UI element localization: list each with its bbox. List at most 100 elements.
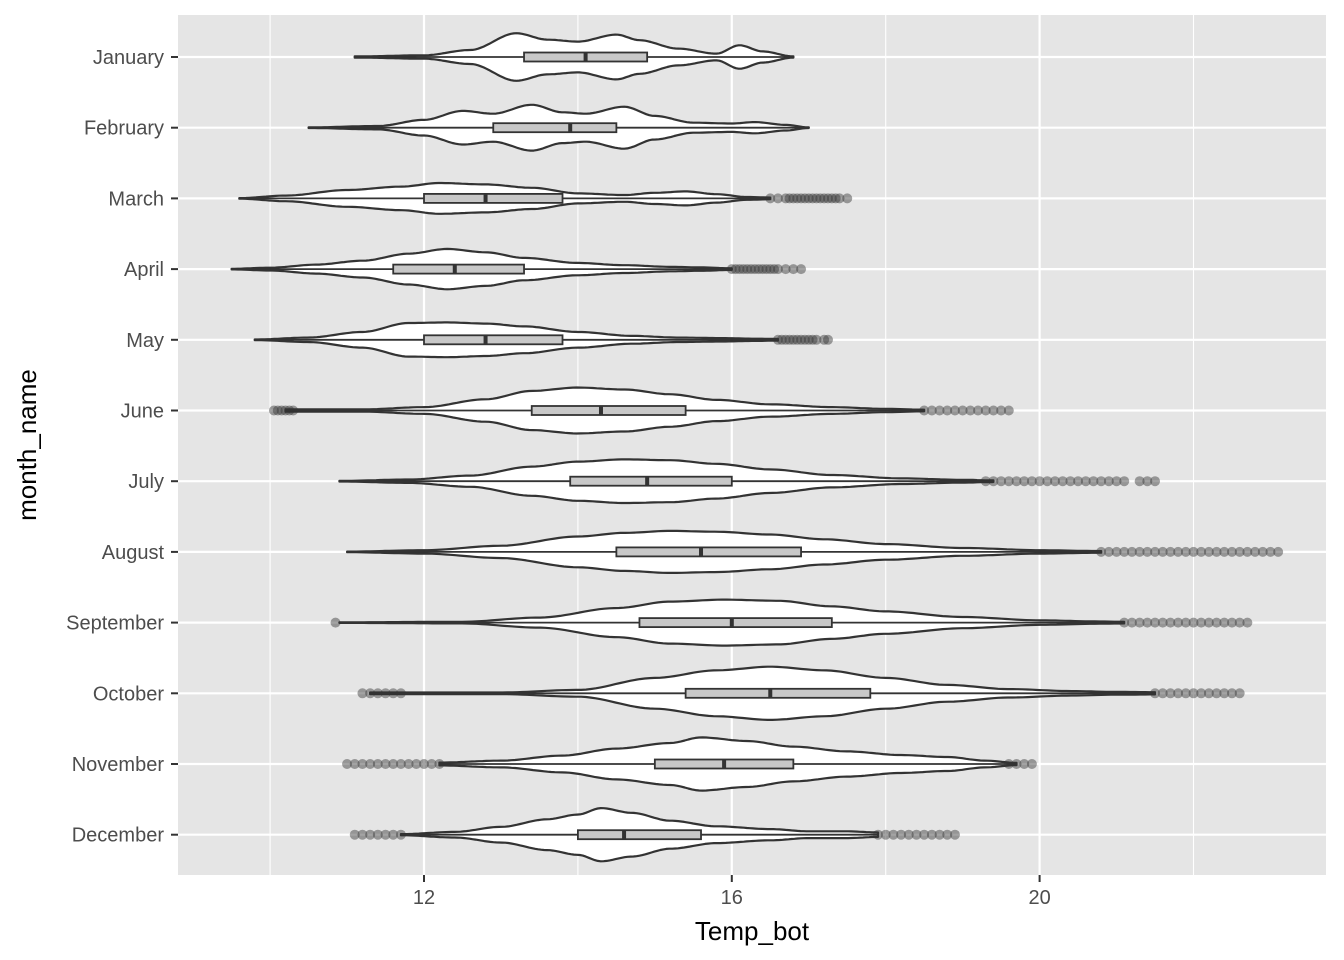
outlier-point [765, 193, 776, 204]
outlier-point [1073, 476, 1084, 487]
median-marker [729, 618, 734, 628]
outlier-point [980, 476, 991, 487]
outlier-point [272, 405, 283, 416]
outlier-point [811, 334, 822, 345]
median-marker [768, 688, 773, 698]
outlier-point [1026, 759, 1037, 769]
violin-group-december [349, 807, 960, 863]
outlier-point [738, 264, 749, 275]
outlier-point [1111, 476, 1122, 487]
outlier-point [1150, 476, 1161, 487]
outlier-point [1173, 617, 1184, 628]
outlier-point [880, 829, 891, 840]
outlier-point [388, 688, 399, 699]
outlier-point [934, 829, 945, 840]
outlier-point [949, 829, 960, 840]
outlier-point [942, 405, 953, 416]
outlier-point [365, 829, 376, 840]
outlier-point [1011, 476, 1022, 487]
outlier-point [780, 193, 791, 204]
outlier-point [1250, 546, 1261, 557]
outlier-point [942, 829, 953, 840]
outlier-point [784, 334, 795, 345]
outlier-point [1173, 688, 1184, 699]
y-tick-label: April [124, 259, 164, 281]
outlier-point [761, 264, 772, 275]
outlier-point [822, 334, 833, 345]
outlier-point [1188, 617, 1199, 628]
outlier-point [1165, 546, 1176, 557]
outlier-point [726, 264, 737, 275]
outlier-point [815, 193, 826, 204]
outlier-point [822, 193, 833, 204]
outlier-point [1011, 759, 1022, 769]
outlier-point [342, 759, 353, 769]
y-axis-title: month_name [12, 369, 42, 521]
iqr-box [492, 122, 618, 134]
outlier-point [896, 829, 907, 840]
outlier-point [357, 759, 368, 769]
outlier-point [919, 829, 930, 840]
outlier-point [753, 264, 764, 275]
outlier-point [757, 264, 768, 275]
outlier-point [746, 264, 757, 275]
outlier-point [769, 264, 780, 275]
outlier-point [1180, 688, 1191, 699]
axes: 12 16 20 January February March April May June Ju… [66, 47, 1051, 909]
outlier-point [1126, 617, 1137, 628]
outlier-point [365, 688, 376, 699]
outlier-point [772, 264, 783, 275]
outlier-point [1265, 546, 1276, 557]
outlier-point [1119, 546, 1130, 557]
median-marker [622, 830, 627, 840]
outlier-point [792, 334, 803, 345]
outlier-point [980, 405, 991, 416]
outlier-point [1026, 476, 1037, 487]
outlier-point [1234, 546, 1245, 557]
outlier-point [826, 193, 837, 204]
iqr-box [638, 617, 833, 628]
iqr-box [684, 687, 872, 699]
outlier-point [276, 405, 287, 416]
outlier-point [1119, 617, 1130, 628]
median-marker [598, 406, 603, 415]
outlier-point [1103, 546, 1114, 557]
outlier-point [1157, 617, 1168, 628]
outlier-point [1157, 546, 1168, 557]
outlier-point [807, 334, 818, 345]
iqr-box [615, 546, 802, 558]
outlier-point [395, 829, 406, 840]
outlier-point [1188, 688, 1199, 699]
outlier-point [434, 759, 445, 769]
outlier-point [1273, 546, 1284, 557]
outlier-point [403, 759, 414, 769]
violin-group-august [346, 529, 1284, 574]
outlier-point [776, 334, 787, 345]
outlier-point [1119, 476, 1130, 487]
outlier-point [1142, 546, 1153, 557]
outlier-point [973, 405, 984, 416]
outlier-point [349, 829, 360, 840]
outlier-point [1180, 546, 1191, 557]
y-tick-label: September [66, 613, 164, 635]
y-tick-label: January [93, 47, 164, 69]
outlier-point [349, 759, 360, 769]
y-tick-label: February [84, 118, 164, 140]
outlier-point [988, 476, 999, 487]
outlier-point [1142, 476, 1153, 487]
outlier-point [1165, 617, 1176, 628]
outlier-point [372, 759, 383, 769]
outlier-point [1057, 476, 1068, 487]
outlier-point [1173, 546, 1184, 557]
outlier-point [380, 829, 391, 840]
y-tick-label: May [126, 330, 164, 352]
median-marker [483, 335, 488, 345]
y-tick-label: August [102, 542, 165, 564]
outlier-point [834, 193, 845, 204]
outlier-point [365, 759, 376, 769]
outlier-point [1142, 617, 1153, 628]
outlier-point [380, 759, 391, 769]
outlier-point [730, 264, 741, 275]
outlier-point [1065, 476, 1076, 487]
outlier-point [919, 405, 930, 416]
